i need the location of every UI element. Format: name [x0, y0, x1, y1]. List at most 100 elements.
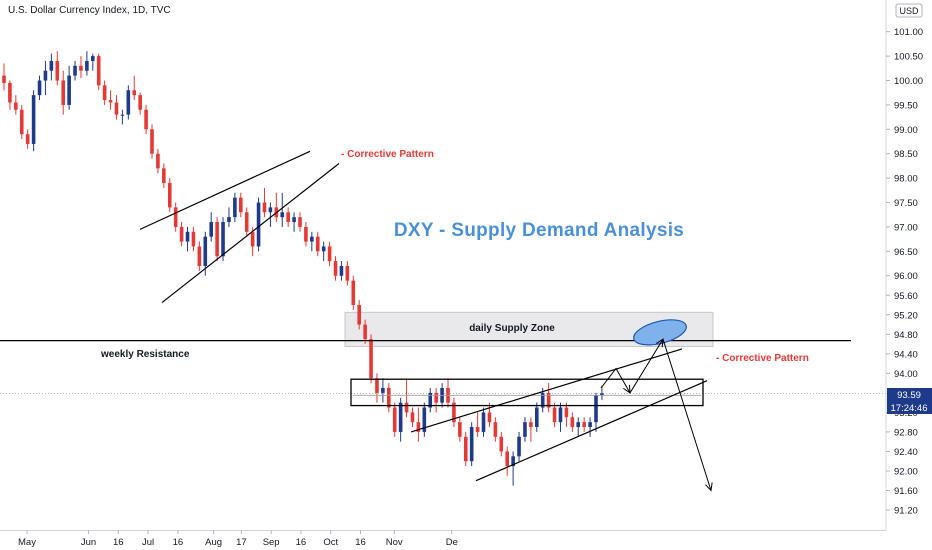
candle-body	[570, 417, 575, 428]
price-tick-label: 97.50	[894, 198, 918, 209]
candle-body	[114, 102, 119, 115]
candle-body	[535, 407, 539, 428]
candle-body	[185, 231, 190, 242]
candle-body	[144, 109, 148, 130]
candle-body	[250, 231, 255, 247]
candle-body	[452, 402, 456, 423]
candle-body	[381, 387, 385, 393]
candle-body	[458, 422, 462, 437]
channel-upper-line	[410, 348, 683, 433]
candle-body	[517, 436, 521, 457]
projection-path	[600, 337, 712, 491]
candle-body	[564, 407, 569, 418]
candle-body	[292, 217, 296, 223]
price-tick-label: 101.00	[894, 27, 923, 38]
candle-body	[91, 56, 95, 61]
arrow-head-pullback	[623, 384, 631, 394]
chart-title: DXY - Supply Demand Analysis	[394, 220, 684, 241]
candle-body	[398, 402, 403, 432]
candle-body	[215, 222, 219, 257]
candle-body	[469, 427, 474, 462]
candle-body	[333, 261, 338, 276]
candle-body	[150, 129, 154, 154]
candle-body	[227, 217, 231, 223]
consolidation-box	[350, 378, 704, 407]
price-axis[interactable]: 101.00 100.50 100.00 99.50 99.00 98.50 98.00 97…	[885, 0, 923, 530]
candle-body	[481, 412, 486, 432]
candle-body	[221, 222, 225, 257]
candle-body	[321, 246, 326, 252]
time-axis[interactable]: May Jun 16 Jul 16 Aug 17 Sep 16 Oct 16 Nov De	[0, 530, 886, 548]
candle-body	[73, 65, 77, 76]
candle-body	[31, 95, 36, 144]
candle-body	[369, 339, 373, 379]
candle-body	[244, 212, 249, 232]
time-tick-label: 16	[113, 537, 124, 548]
candle-body	[546, 392, 551, 408]
currency-badge[interactable]	[895, 3, 923, 18]
candle-body	[499, 436, 504, 452]
candle-body	[8, 82, 12, 103]
candle-body	[582, 422, 586, 428]
channel-lower-line	[475, 380, 708, 482]
daily-supply-zone-label: daily Supply Zone	[469, 323, 555, 334]
candle-body	[132, 90, 137, 96]
candle-body	[179, 226, 184, 242]
candle-body	[138, 95, 142, 110]
corrective-pattern-label-1: - Corrective Pattern	[341, 149, 434, 160]
drawings-foreground	[0, 150, 851, 492]
time-tick-label: Nov	[386, 537, 403, 548]
price-tick-label: 94.40	[894, 349, 918, 360]
candle-body	[49, 60, 54, 71]
candle-body	[505, 451, 509, 467]
candle-body	[173, 207, 178, 227]
candle-body	[2, 75, 6, 83]
candle-body	[286, 212, 290, 223]
price-tick-label: 91.20	[894, 506, 918, 517]
candle-body	[327, 246, 332, 262]
candle-body	[14, 102, 18, 110]
time-tick-label: Aug	[205, 537, 222, 548]
price-tick-label: 100.50	[894, 52, 923, 63]
candle-body	[233, 197, 237, 218]
candle-body	[239, 197, 243, 213]
candle-body	[493, 422, 498, 437]
candle-body	[25, 134, 30, 144]
candle-body	[43, 70, 48, 81]
candle-body	[102, 85, 107, 101]
candle-body	[576, 422, 581, 428]
candle-body	[357, 305, 361, 325]
candle-body	[392, 407, 397, 432]
candle-body	[167, 182, 172, 208]
candle-body	[96, 56, 101, 86]
candle-body	[523, 422, 527, 437]
price-tick-label: 96.00	[894, 271, 918, 282]
price-tick-label: 94.00	[894, 369, 918, 380]
candle-body	[280, 212, 285, 218]
countdown-badge	[887, 401, 932, 414]
time-tick-label: 16	[296, 537, 307, 548]
price-tick-label: 96.50	[894, 247, 918, 258]
time-tick-label: 17	[236, 537, 247, 548]
candle-body	[55, 60, 60, 81]
candle-body	[600, 393, 604, 396]
time-tick-label: Jun	[81, 537, 96, 548]
candle-body	[511, 456, 515, 467]
candle-body	[345, 265, 350, 281]
candle-body	[108, 100, 113, 103]
candle-body	[594, 395, 598, 423]
candle-body	[558, 407, 563, 423]
time-tick-label: Sep	[263, 537, 280, 548]
candle-body	[79, 65, 83, 71]
candle-body	[529, 422, 533, 428]
price-tick-label: 92.00	[894, 466, 918, 477]
price-tick-label: 97.00	[894, 222, 918, 233]
candle-body	[404, 402, 409, 413]
candle-body	[126, 90, 131, 115]
arrow-head-up	[655, 338, 664, 348]
candle-body	[310, 236, 314, 242]
candle-body	[256, 202, 261, 247]
candle-body	[540, 392, 545, 408]
price-tick-label: 92.80	[894, 427, 918, 438]
